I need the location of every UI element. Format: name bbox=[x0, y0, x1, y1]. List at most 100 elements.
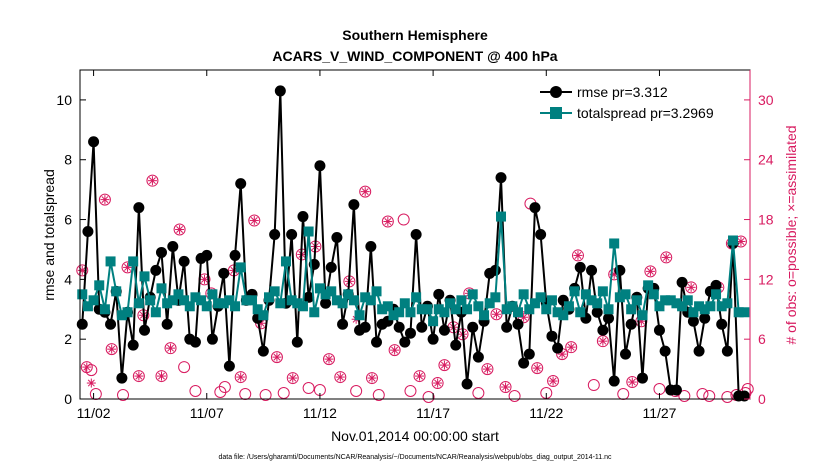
rmse-point bbox=[603, 312, 615, 324]
obs-possible-point bbox=[173, 223, 186, 236]
totalspread-point bbox=[439, 307, 450, 318]
rmse-point bbox=[189, 336, 201, 348]
totalspread-point bbox=[139, 271, 150, 282]
rmse-point bbox=[88, 136, 100, 148]
totalspread-point bbox=[173, 289, 184, 300]
totalspread-point bbox=[614, 292, 625, 303]
totalspread-point bbox=[354, 310, 365, 321]
totalspread-point bbox=[326, 286, 337, 297]
totalspread-point bbox=[484, 298, 495, 309]
asterisk-stroke bbox=[662, 253, 670, 261]
totalspread-point bbox=[377, 304, 388, 315]
totalspread-point bbox=[699, 304, 710, 315]
totalspread-point bbox=[224, 295, 235, 306]
totalspread-point bbox=[473, 301, 484, 312]
totalspread-point bbox=[660, 295, 671, 306]
obs-assimilated-point bbox=[501, 382, 511, 392]
rmse-point bbox=[670, 384, 682, 396]
asterisk-stroke bbox=[599, 337, 607, 345]
totalspread-point bbox=[563, 301, 574, 312]
rmse-point bbox=[529, 202, 541, 214]
obs-possible-point bbox=[626, 376, 639, 389]
rmse-point bbox=[586, 264, 598, 276]
rmse-point bbox=[472, 351, 484, 363]
asterisk-stroke bbox=[416, 372, 424, 380]
obs-possible-point bbox=[365, 372, 378, 385]
asterisk-stroke bbox=[549, 377, 557, 385]
rmse-point bbox=[410, 229, 422, 240]
obs-possible-point bbox=[431, 377, 444, 390]
rmse-point bbox=[523, 348, 535, 360]
totalspread-point bbox=[365, 295, 376, 306]
rmse-point bbox=[427, 333, 439, 345]
totalspread-point bbox=[207, 289, 218, 300]
rmse-point bbox=[693, 345, 705, 357]
totalspread-point bbox=[694, 301, 705, 312]
rmse-point bbox=[331, 231, 343, 243]
obs-possible-point bbox=[350, 385, 363, 398]
totalspread-point bbox=[145, 295, 156, 306]
totalspread-point bbox=[643, 280, 654, 291]
y-right-tick-label: 0 bbox=[758, 391, 766, 407]
rmse-point bbox=[133, 202, 145, 214]
x-tick-label: 11/02 bbox=[77, 405, 111, 421]
rmse-point bbox=[597, 324, 609, 336]
totalspread-point bbox=[501, 304, 512, 315]
asterisk-stroke bbox=[289, 374, 297, 382]
totalspread-point bbox=[575, 307, 586, 318]
rmse-point bbox=[687, 315, 699, 327]
y-tick-label: 8 bbox=[64, 152, 72, 168]
asterisk-stroke bbox=[157, 372, 165, 380]
obs-possible-point bbox=[413, 370, 426, 383]
asterisk-stroke bbox=[567, 343, 575, 351]
obs-possible-point bbox=[422, 391, 435, 404]
totalspread-point bbox=[546, 295, 557, 306]
chart-subtitle: ACARS_V_WIND_COMPONENT @ 400 hPa bbox=[272, 48, 557, 64]
totalspread-point bbox=[264, 292, 275, 303]
y-axis-label: rmse and totalspread bbox=[41, 169, 57, 301]
asterisk-stroke bbox=[440, 361, 448, 369]
legend-rmse-marker bbox=[550, 86, 562, 98]
totalspread-point bbox=[252, 304, 263, 315]
x-axis: 11/02 11/07 11/12 11/17 11/22 11/27 bbox=[77, 70, 677, 421]
obs-possible-point bbox=[178, 361, 191, 374]
totalspread-point bbox=[416, 304, 427, 315]
rmse-point bbox=[365, 240, 377, 252]
totalspread-point bbox=[496, 211, 507, 222]
totalspread-point bbox=[433, 304, 444, 315]
obs-assimilated-point bbox=[249, 216, 259, 226]
totalspread-point bbox=[512, 307, 523, 318]
totalspread-point bbox=[688, 307, 699, 318]
rmse-point bbox=[501, 321, 513, 333]
totalspread-point bbox=[309, 307, 320, 318]
totalspread-point bbox=[235, 262, 246, 273]
obs-assimilated-point bbox=[661, 252, 671, 262]
obs-possible-point bbox=[472, 387, 485, 400]
obs-possible-point bbox=[565, 341, 578, 354]
totalspread-point bbox=[711, 289, 722, 300]
totalspread-point bbox=[201, 301, 212, 312]
rmse-point bbox=[416, 321, 428, 333]
rmse-point bbox=[636, 372, 648, 384]
rmse-point bbox=[105, 318, 117, 330]
totalspread-point bbox=[337, 298, 348, 309]
obs-possible-point bbox=[259, 389, 272, 402]
rmse-point bbox=[286, 229, 298, 240]
obs-possible-point bbox=[286, 372, 299, 385]
obs-assimilated-point bbox=[166, 343, 176, 353]
obs-possible-point bbox=[438, 359, 451, 372]
rmse-point bbox=[303, 291, 315, 303]
totalspread-point bbox=[428, 316, 439, 327]
rmse-point bbox=[653, 324, 665, 336]
totalspread-point bbox=[665, 295, 676, 306]
obs-possible-point bbox=[359, 185, 372, 198]
asterisk-stroke bbox=[237, 373, 245, 381]
rmse-point bbox=[359, 321, 371, 333]
totalspread-point bbox=[184, 301, 195, 312]
rmse-point bbox=[676, 276, 688, 288]
asterisk-stroke bbox=[646, 267, 654, 275]
totalspread-point bbox=[705, 301, 716, 312]
totalspread-point bbox=[507, 301, 518, 312]
rmse-point bbox=[206, 333, 218, 345]
